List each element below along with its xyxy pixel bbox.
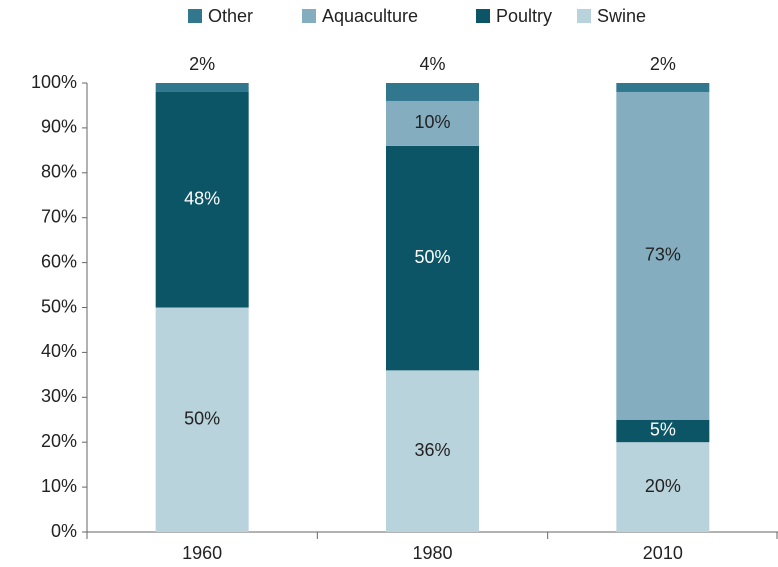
bar-segment bbox=[616, 91, 710, 420]
legend-label: Other bbox=[208, 6, 253, 26]
data-label: 50% bbox=[414, 247, 450, 267]
x-tick-label: 2010 bbox=[643, 543, 683, 563]
bar-segment bbox=[386, 370, 479, 532]
x-tick-label: 1980 bbox=[412, 543, 452, 563]
legend-swatch bbox=[476, 9, 490, 23]
y-tick-label: 100% bbox=[31, 72, 77, 92]
data-label: 48% bbox=[184, 188, 220, 208]
bar-segment bbox=[386, 100, 479, 146]
data-label: 2% bbox=[650, 54, 676, 74]
legend-label: Aquaculture bbox=[322, 6, 418, 26]
y-tick-label: 90% bbox=[41, 117, 77, 137]
y-tick-label: 0% bbox=[51, 521, 77, 541]
bar-segment bbox=[386, 83, 479, 101]
legend-label: Swine bbox=[597, 6, 646, 26]
y-tick-label: 10% bbox=[41, 476, 77, 496]
data-label: 4% bbox=[419, 54, 445, 74]
data-label: 10% bbox=[414, 112, 450, 132]
data-label: 5% bbox=[650, 420, 676, 440]
data-label: 73% bbox=[645, 245, 681, 265]
bar-segment bbox=[616, 442, 710, 532]
y-tick-label: 40% bbox=[41, 341, 77, 361]
y-tick-label: 20% bbox=[41, 431, 77, 451]
bar-segment bbox=[155, 91, 249, 308]
data-label: 50% bbox=[184, 409, 220, 429]
y-tick-label: 80% bbox=[41, 162, 77, 182]
bar-segment bbox=[155, 83, 249, 92]
bar-segment bbox=[616, 83, 710, 92]
y-tick-label: 50% bbox=[41, 296, 77, 316]
bar-segment bbox=[386, 145, 479, 371]
data-label: 36% bbox=[414, 440, 450, 460]
legend-label: Poultry bbox=[496, 6, 552, 26]
legend-swatch bbox=[188, 9, 202, 23]
legend-swatch bbox=[302, 9, 316, 23]
y-tick-label: 70% bbox=[41, 206, 77, 226]
bar-segment bbox=[155, 307, 249, 532]
y-tick-label: 60% bbox=[41, 251, 77, 271]
y-tick-label: 30% bbox=[41, 386, 77, 406]
data-label: 20% bbox=[645, 476, 681, 496]
x-tick-label: 1960 bbox=[182, 543, 222, 563]
legend-swatch bbox=[577, 9, 591, 23]
bar-segment bbox=[616, 419, 710, 443]
data-label: 2% bbox=[189, 54, 215, 74]
